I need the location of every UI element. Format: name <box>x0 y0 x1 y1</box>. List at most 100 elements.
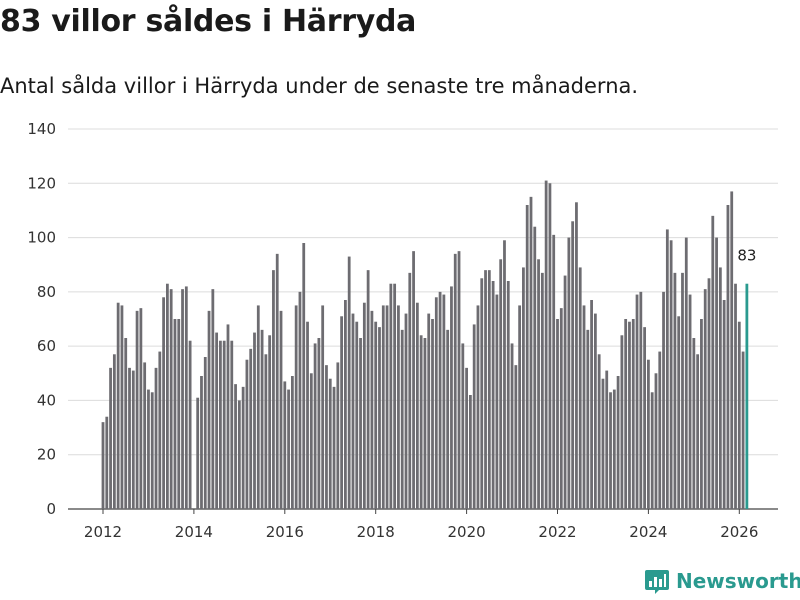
bar <box>571 221 575 509</box>
bar <box>711 215 715 509</box>
bar <box>306 321 309 509</box>
bar <box>461 343 465 509</box>
bar <box>472 324 476 509</box>
bar <box>290 376 294 509</box>
bar <box>688 294 692 509</box>
bar <box>575 202 578 509</box>
bar <box>279 310 283 509</box>
bar <box>647 359 650 509</box>
x-tick-label: 2012 <box>84 523 122 541</box>
bar <box>169 289 173 509</box>
bar <box>533 226 537 509</box>
bar <box>715 237 718 510</box>
x-tick-label: 2014 <box>175 523 213 541</box>
x-tick-label: 2022 <box>538 523 576 541</box>
bar <box>737 321 741 509</box>
bar <box>302 243 306 509</box>
bar <box>537 259 540 509</box>
bar <box>635 294 639 509</box>
bar <box>241 386 245 509</box>
bar <box>249 348 253 509</box>
y-tick-label: 60 <box>37 337 56 355</box>
bar <box>154 367 158 509</box>
bar <box>559 308 563 509</box>
bar <box>283 381 287 509</box>
bar <box>506 281 510 509</box>
bar <box>741 351 745 509</box>
bar <box>544 180 548 510</box>
bar <box>431 319 434 509</box>
bar <box>684 237 688 510</box>
bar-highlight <box>745 283 749 509</box>
bar <box>491 281 495 509</box>
y-tick-label: 140 <box>27 120 56 138</box>
bar <box>135 310 139 509</box>
bar <box>681 272 684 509</box>
bar <box>397 305 400 509</box>
bar <box>563 275 567 509</box>
bar <box>465 367 468 509</box>
bar <box>510 343 514 509</box>
bar <box>109 367 112 509</box>
bar <box>434 297 438 509</box>
bar <box>643 327 647 509</box>
bar <box>650 392 654 509</box>
bar <box>677 316 681 509</box>
bar <box>480 278 484 509</box>
bar <box>408 272 412 509</box>
bar <box>116 302 120 509</box>
bar <box>215 332 219 509</box>
bar <box>718 267 722 509</box>
bar <box>423 338 427 509</box>
x-tick-label: 2026 <box>720 523 758 541</box>
bar <box>453 253 457 509</box>
y-tick-label: 120 <box>27 174 56 192</box>
bar <box>184 286 188 509</box>
bar <box>211 289 215 509</box>
bar <box>143 362 147 509</box>
bar <box>601 378 605 509</box>
bar <box>366 270 370 509</box>
x-tick-label: 2016 <box>266 523 304 541</box>
bar <box>662 291 665 509</box>
newsworthy-logo: Newsworthy <box>644 568 800 594</box>
bar <box>264 354 268 509</box>
chart-title: 83 villor såldes i Härryda <box>0 4 417 39</box>
bar <box>203 357 207 509</box>
bar <box>548 183 552 509</box>
bar <box>181 289 184 509</box>
bar <box>374 321 378 509</box>
bar <box>347 256 351 509</box>
bar <box>468 395 472 509</box>
bar <box>404 313 408 509</box>
bar <box>427 313 431 509</box>
bar <box>381 305 385 509</box>
bar <box>503 240 506 510</box>
bar <box>446 329 450 509</box>
bar <box>525 205 529 509</box>
bar <box>165 283 169 509</box>
bar <box>590 300 593 509</box>
bar <box>624 319 628 509</box>
bar <box>522 267 525 509</box>
bar <box>124 338 128 509</box>
bar <box>158 351 162 509</box>
y-tick-label: 80 <box>37 283 56 301</box>
bar <box>219 340 222 509</box>
bar <box>518 305 522 509</box>
bar <box>173 319 177 509</box>
bar <box>639 291 643 509</box>
bar <box>620 335 624 509</box>
bar <box>128 367 131 509</box>
bar <box>105 416 109 509</box>
bar <box>726 205 730 509</box>
bar <box>131 370 135 509</box>
bar <box>340 316 344 509</box>
bar <box>616 376 620 509</box>
y-tick-label: 40 <box>37 391 56 409</box>
bar <box>336 362 340 509</box>
bar <box>605 370 609 509</box>
bar <box>162 297 165 509</box>
bar <box>692 338 696 509</box>
bar <box>696 354 700 509</box>
